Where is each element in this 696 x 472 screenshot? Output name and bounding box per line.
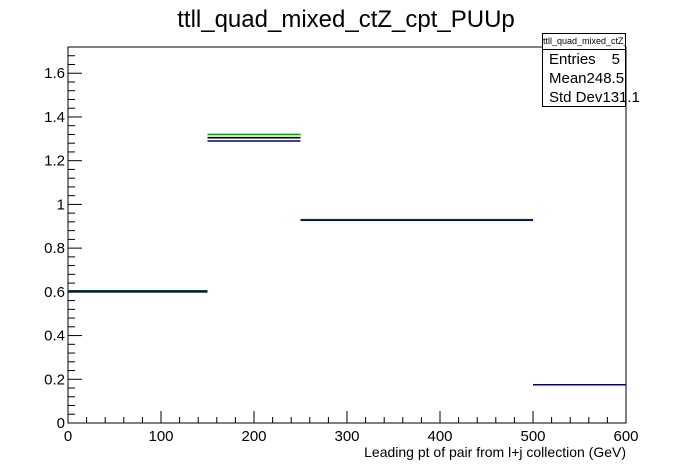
stats-row-mean: Mean 248.5 — [543, 69, 625, 88]
x-axis-label: Leading pt of pair from l+j collection (… — [364, 444, 626, 460]
chart-title: ttll_quad_mixed_ctZ_cpt_PUUp — [177, 6, 515, 33]
stats-row-stddev: Std Dev 131.1 — [543, 88, 640, 107]
axis-ticks: 0 100 200 300 400 500 600 0 0.2 0.4 0.6 0.8 1 1.2 1.4 1… — [44, 46, 639, 445]
histogram-series — [68, 133, 626, 386]
y-tick-label: 0.8 — [44, 240, 65, 257]
x-tick-label: 0 — [64, 428, 72, 445]
x-tick-label: 600 — [613, 428, 638, 445]
stats-label: Mean — [549, 70, 587, 87]
stats-label: Std Dev — [549, 89, 603, 106]
stats-box: ttll_quad_mixed_ctZ_cpt_PUUp Entries 5 M… — [542, 33, 640, 107]
stats-value: 5 — [611, 51, 620, 68]
y-tick-label: 0.6 — [44, 284, 65, 301]
x-tick-label: 300 — [334, 428, 359, 445]
y-tick-label: 1.4 — [44, 109, 65, 126]
y-tick-label: 1.6 — [44, 65, 65, 82]
x-tick-label: 200 — [241, 428, 266, 445]
y-tick-label: 0 — [57, 415, 65, 432]
x-tick-label: 400 — [427, 428, 452, 445]
y-tick-label: 1.2 — [44, 153, 65, 170]
x-tick-label: 100 — [148, 428, 173, 445]
stats-label: Entries — [549, 51, 596, 68]
stats-title: ttll_quad_mixed_ctZ_cpt_PUUp — [543, 34, 625, 50]
y-tick-label: 0.4 — [44, 328, 65, 345]
stats-value: 131.1 — [602, 89, 640, 106]
stats-value: 248.5 — [586, 70, 625, 87]
y-tick-label: 0.2 — [44, 371, 65, 388]
x-tick-label: 500 — [520, 428, 545, 445]
stats-row-entries: Entries 5 — [543, 50, 625, 69]
y-tick-label: 1 — [57, 196, 65, 213]
